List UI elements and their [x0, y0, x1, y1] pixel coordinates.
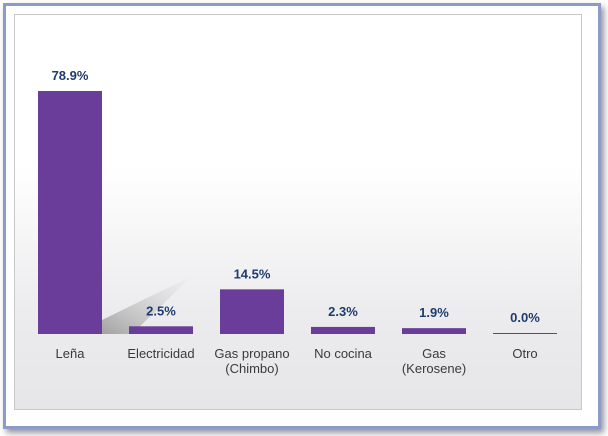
category-label-3: No cocina: [314, 346, 373, 361]
bar-3: [311, 327, 375, 334]
bar-5: [493, 333, 557, 334]
category-label-2-line-0: Gas propano: [214, 346, 289, 361]
value-label-0: 78.9%: [52, 68, 89, 83]
category-label-2-line-1: (Chimbo): [225, 361, 278, 376]
category-label-1: Electricidad: [127, 346, 194, 361]
bar-2: [220, 289, 284, 334]
value-label-2: 14.5%: [234, 266, 271, 281]
bar-1: [129, 326, 193, 334]
category-label-4-line-1: (Kerosene): [402, 361, 466, 376]
category-label-0: Leña: [56, 346, 86, 361]
value-label-5: 0.0%: [510, 310, 540, 325]
value-label-1: 2.5%: [146, 303, 176, 318]
bar-0: [38, 91, 102, 334]
category-label-4-line-0: Gas: [422, 346, 446, 361]
category-label-5: Otro: [512, 346, 537, 361]
value-label-3: 2.3%: [328, 304, 358, 319]
value-label-4: 1.9%: [419, 305, 449, 320]
bar-4: [402, 328, 466, 334]
